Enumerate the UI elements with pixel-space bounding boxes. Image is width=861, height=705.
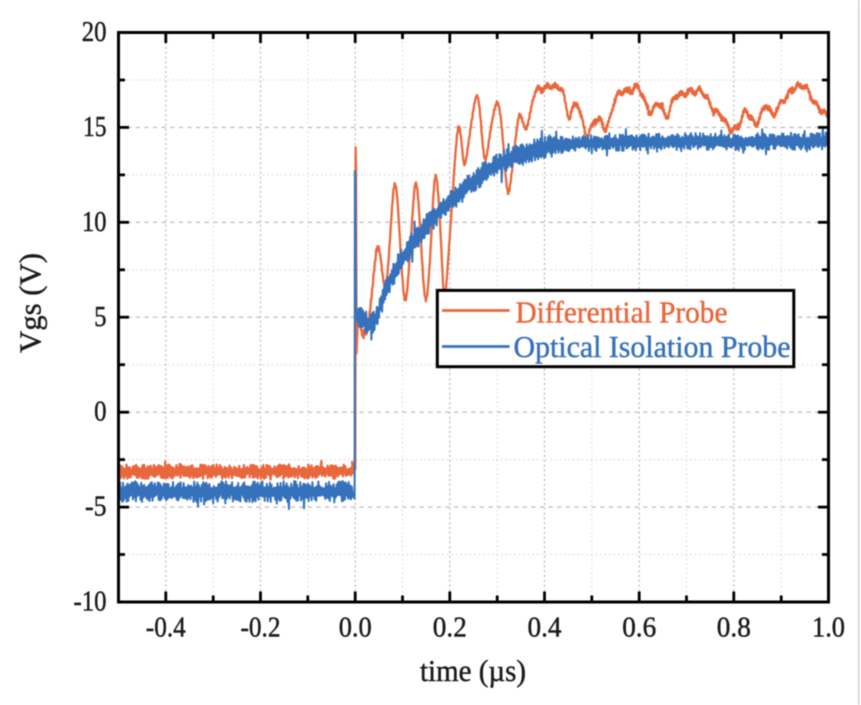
svg-text:Vgs (V): Vgs (V) bbox=[13, 253, 48, 353]
svg-text:20: 20 bbox=[82, 17, 107, 48]
svg-text:5: 5 bbox=[94, 302, 106, 333]
svg-text:-10: -10 bbox=[74, 587, 107, 618]
svg-text:0.4: 0.4 bbox=[528, 613, 562, 644]
svg-text:0.2: 0.2 bbox=[433, 613, 467, 644]
svg-text:0.8: 0.8 bbox=[717, 613, 751, 644]
svg-text:1.0: 1.0 bbox=[812, 613, 845, 644]
svg-text:-0.2: -0.2 bbox=[241, 613, 281, 644]
svg-text:0.0: 0.0 bbox=[339, 613, 372, 644]
svg-text:0.6: 0.6 bbox=[622, 613, 656, 644]
svg-text:10: 10 bbox=[82, 207, 107, 238]
svg-text:time (µs): time (µs) bbox=[420, 653, 526, 688]
svg-text:Differential Probe: Differential Probe bbox=[516, 295, 728, 330]
svg-text:0: 0 bbox=[94, 397, 106, 428]
svg-text:Optical Isolation Probe: Optical Isolation Probe bbox=[514, 329, 791, 364]
svg-text:-5: -5 bbox=[85, 492, 107, 523]
svg-text:-0.4: -0.4 bbox=[146, 613, 186, 644]
svg-text:15: 15 bbox=[83, 112, 107, 143]
